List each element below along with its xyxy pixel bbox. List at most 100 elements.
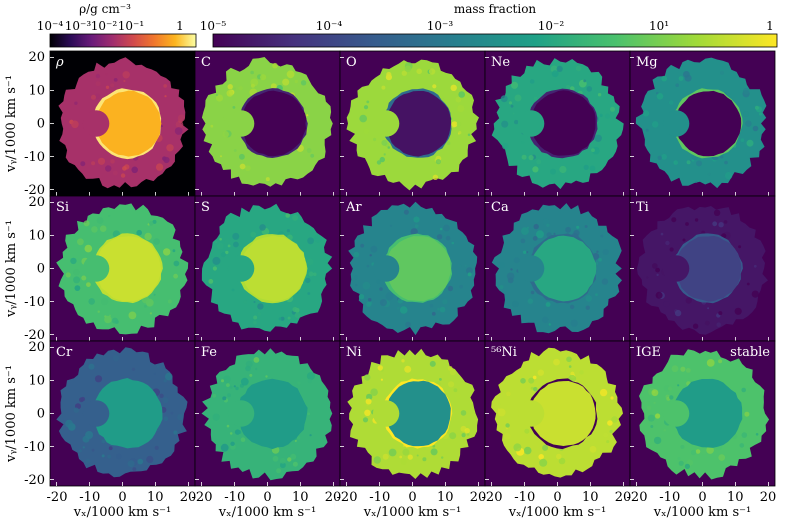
density-tick-label: 10⁻⁴ <box>37 19 64 33</box>
core-notch <box>517 255 545 282</box>
texture-spot <box>265 177 270 182</box>
texture-spot <box>65 272 71 278</box>
texture-spot <box>223 375 231 384</box>
texture-spot <box>657 155 662 160</box>
texture-spot <box>458 91 466 98</box>
texture-spot <box>671 217 677 223</box>
texture-spot <box>294 312 301 319</box>
texture-spot <box>595 293 598 296</box>
texture-spot <box>716 322 721 328</box>
texture-spot <box>743 87 750 95</box>
y-tick-label: -20 <box>24 328 45 343</box>
texture-spot <box>153 372 157 376</box>
texture-spot <box>85 458 91 464</box>
texture-spot <box>81 275 87 281</box>
texture-spot <box>229 385 233 389</box>
texture-spot <box>112 317 118 324</box>
texture-spot <box>680 444 685 449</box>
texture-spot <box>455 96 462 103</box>
texture-spot <box>225 250 229 255</box>
texture-spot <box>435 159 441 165</box>
texture-spot <box>260 74 267 81</box>
texture-spot <box>694 218 699 222</box>
core-notch <box>662 110 690 137</box>
texture-spot <box>497 408 506 417</box>
texture-spot <box>359 114 368 123</box>
texture-spot <box>598 257 602 262</box>
texture-spot <box>86 282 91 287</box>
texture-spot <box>137 458 144 465</box>
texture-spot <box>685 222 689 226</box>
core-notch <box>227 110 255 137</box>
texture-spot <box>678 460 684 466</box>
texture-spot <box>707 307 710 310</box>
panel-label: Mg <box>636 55 658 70</box>
texture-spot <box>364 374 371 381</box>
texture-spot <box>458 131 462 135</box>
density-colorbar-ticks: 10⁻⁴ 10⁻³ 10⁻² 10⁻¹ 1 <box>37 19 184 33</box>
texture-spot <box>539 458 548 467</box>
mass-fraction-colorbar: mass fraction 10⁻⁵ 10⁻⁴ 10⁻³ 10⁻² 10¹ 1 <box>200 2 778 48</box>
texture-spot <box>669 247 674 252</box>
panel: Fe <box>194 340 341 487</box>
texture-spot <box>696 160 702 167</box>
x-tick-label: 0 <box>263 490 271 505</box>
texture-spot <box>741 432 748 438</box>
texture-spot <box>373 137 377 142</box>
texture-spot <box>292 214 299 221</box>
texture-spot <box>257 312 262 316</box>
texture-spot <box>565 84 571 89</box>
texture-spot <box>370 245 378 253</box>
texture-spot <box>233 149 237 152</box>
texture-spot <box>724 160 728 165</box>
texture-spot <box>382 453 389 460</box>
texture-spot <box>441 456 444 459</box>
texture-spot <box>464 428 470 434</box>
texture-spot <box>439 227 443 231</box>
texture-spot <box>249 373 253 377</box>
x-tick-label: 10 <box>437 490 454 505</box>
texture-spot <box>663 429 666 432</box>
y-axis-labels: 20 10 0 -10 -20 vᵧ/1000 km s⁻¹ 20 10 0 -10 -20 vᵧ/1… <box>4 50 45 488</box>
texture-spot <box>113 78 118 82</box>
texture-spot <box>502 143 509 150</box>
texture-spot <box>432 444 436 448</box>
texture-spot <box>94 375 103 383</box>
texture-spot <box>399 306 408 314</box>
x-tick-label: 10 <box>727 490 744 505</box>
y-tick-label: -10 <box>24 150 45 165</box>
x-tick-label: 20 <box>325 490 342 505</box>
texture-spot <box>646 276 649 279</box>
texture-spot <box>410 228 418 236</box>
texture-spot <box>505 423 510 428</box>
texture-spot <box>651 121 659 128</box>
texture-spot <box>704 320 710 326</box>
texture-spot <box>404 365 412 373</box>
texture-spot <box>65 419 73 428</box>
texture-spot <box>746 282 750 286</box>
texture-spot <box>77 238 84 246</box>
texture-spot <box>358 294 365 300</box>
texture-spot <box>713 209 721 216</box>
texture-spot <box>656 273 659 277</box>
x-tick-label: -20 <box>337 490 358 505</box>
texture-spot <box>443 224 450 232</box>
texture-spot <box>208 279 214 284</box>
texture-spot <box>255 367 258 371</box>
texture-spot <box>222 396 227 401</box>
texture-spot <box>365 398 372 405</box>
texture-spot <box>569 304 575 310</box>
texture-spot <box>589 165 596 172</box>
texture-spot <box>602 248 609 256</box>
texture-spot <box>233 385 236 388</box>
texture-spot <box>309 434 312 437</box>
texture-spot <box>508 101 512 105</box>
texture-spot <box>416 454 419 457</box>
core-notch <box>517 400 545 427</box>
texture-spot <box>524 428 530 434</box>
texture-spot <box>402 448 410 456</box>
texture-spot <box>528 377 535 384</box>
texture-spot <box>497 408 500 411</box>
texture-spot <box>388 448 397 457</box>
texture-spot <box>232 106 236 109</box>
